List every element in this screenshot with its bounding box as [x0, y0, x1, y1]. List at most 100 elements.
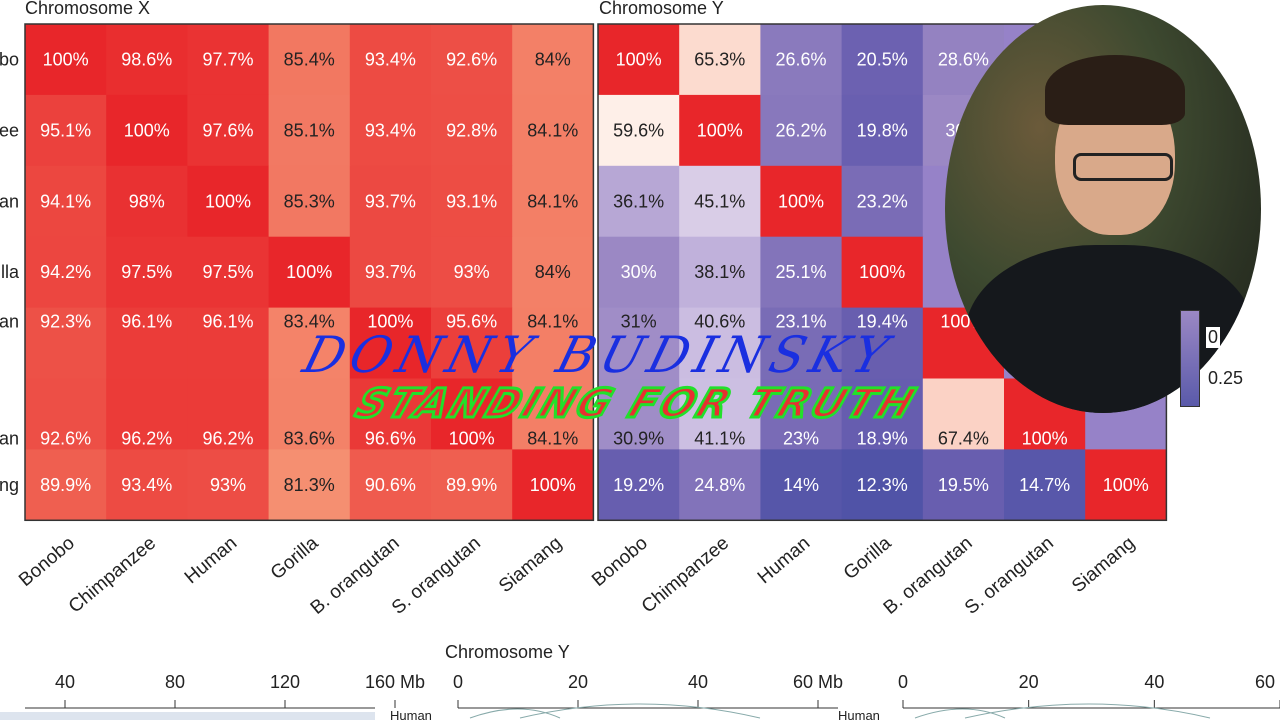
row-label: Human [0, 191, 19, 211]
cell-value: 95.6% [446, 312, 497, 332]
heatmap-cell [268, 24, 351, 96]
column-label: Chimpanzee [638, 533, 733, 618]
cell-value: 83.4% [284, 312, 335, 332]
cell-value: 19.2% [613, 475, 664, 495]
heatmap-cell [25, 24, 107, 96]
heatmap-cell [679, 449, 761, 521]
cell-value: 96.2% [202, 428, 253, 448]
overlay-name: DONNY BUDINSKY [297, 326, 901, 384]
cell-value: 92.8% [446, 120, 497, 140]
heatmap-cell [268, 94, 351, 167]
column-label: Bonobo [15, 533, 79, 591]
cell-value: 100% [1022, 428, 1068, 448]
cell-value: 31% [621, 312, 657, 332]
heatmap-cell [25, 165, 107, 238]
track-label: Human [838, 708, 880, 720]
cell-value: 40.6% [694, 312, 745, 332]
heatmap-cell [841, 94, 924, 167]
cell-value: 85.4% [284, 49, 335, 69]
heatmap-cell [106, 165, 188, 238]
cell-value: 97.5% [121, 262, 172, 282]
cell-value: 94.1% [40, 191, 91, 211]
cell-value: 84.1% [527, 191, 578, 211]
cell-value: 100% [1103, 475, 1149, 495]
axis-left-tick: 80 [165, 672, 185, 692]
heatmap-cell [187, 165, 270, 238]
cell-value: 85.3% [284, 191, 335, 211]
heatmap-cell [187, 307, 270, 379]
portrait-photo [945, 5, 1261, 413]
cell-value: 93.4% [365, 49, 416, 69]
heatmap-cell [1085, 449, 1167, 521]
cell-value: 93% [210, 475, 246, 495]
heatmap-cell [268, 449, 351, 521]
column-label: Human [181, 533, 241, 588]
heatmap-cell [760, 165, 843, 238]
track-label: Human [390, 708, 432, 720]
axis-right-tick: 0 [898, 672, 908, 692]
column-label: Human [754, 533, 814, 588]
cell-value: 84.1% [527, 312, 578, 332]
cell-value: 38.1% [694, 262, 745, 282]
cell-value: 23.2% [857, 191, 908, 211]
heatmap-cell [431, 165, 513, 238]
legend-tick: 0 [1206, 327, 1221, 348]
row-label: S. orangutan [0, 428, 19, 448]
cell-value: 97.6% [202, 120, 253, 140]
heatmap-cell [25, 378, 107, 450]
heatmap-cell [841, 165, 924, 238]
cell-value: 92.6% [446, 49, 497, 69]
cell-value: 100% [449, 428, 495, 448]
heatmap-cell [841, 449, 924, 521]
heatmap-cell [512, 307, 594, 379]
heatmap-cell [25, 94, 107, 167]
column-label: Siamang [1068, 533, 1139, 597]
heatmap-cell [1004, 449, 1086, 521]
axis-mid-tick: 40 [688, 672, 708, 692]
axis-mid-tick: 20 [568, 672, 588, 692]
heatmap-cell [106, 236, 188, 309]
heatmap-cell [512, 94, 594, 167]
column-label: B. orangutan [307, 533, 404, 619]
cell-value: 93.4% [365, 120, 416, 140]
cell-value: 100% [697, 120, 743, 140]
cell-value: 81.3% [284, 475, 335, 495]
heatmap-cell [841, 236, 924, 309]
axis-right-tick: 60 Mb [1255, 672, 1280, 692]
cell-value: 89.9% [446, 475, 497, 495]
cell-value: 93.7% [365, 191, 416, 211]
heatmap-cell [679, 165, 761, 238]
cell-value: 85.1% [284, 120, 335, 140]
cell-value: 19.8% [857, 120, 908, 140]
cell-value: 100% [616, 49, 662, 69]
cell-value: 26.6% [775, 49, 826, 69]
cell-value: 20.5% [857, 49, 908, 69]
cell-value: 93.7% [365, 262, 416, 282]
heatmap-cell [349, 236, 432, 309]
bottom-title: Chromosome Y [445, 642, 570, 662]
heatmap-cell [922, 449, 1005, 521]
cell-value: 84.1% [527, 428, 578, 448]
cell-value: 100% [530, 475, 576, 495]
column-label: Chimpanzee [65, 533, 160, 618]
heatmap-cell [512, 236, 594, 309]
cell-value: 93.4% [121, 475, 172, 495]
heatmap-cell [760, 449, 843, 521]
heatmap-cell [760, 24, 843, 96]
heatmap-cell [431, 307, 513, 379]
cell-value: 67.4% [938, 428, 989, 448]
cell-value: 84% [535, 262, 571, 282]
heatmap-cell [431, 24, 513, 96]
heatmap-cell [187, 94, 270, 167]
heatmap-cell [598, 378, 680, 450]
heatmap-cell [349, 378, 432, 450]
row-label: Siamang [0, 475, 19, 495]
heatmap-cell [841, 24, 924, 96]
heatmap-cell [187, 236, 270, 309]
cell-value: 92.6% [40, 428, 91, 448]
cell-value: 19.4% [857, 312, 908, 332]
cell-value: 100% [43, 49, 89, 69]
heatmap-cell [841, 307, 924, 379]
cell-value: 100% [859, 262, 905, 282]
cell-value: 25.1% [775, 262, 826, 282]
